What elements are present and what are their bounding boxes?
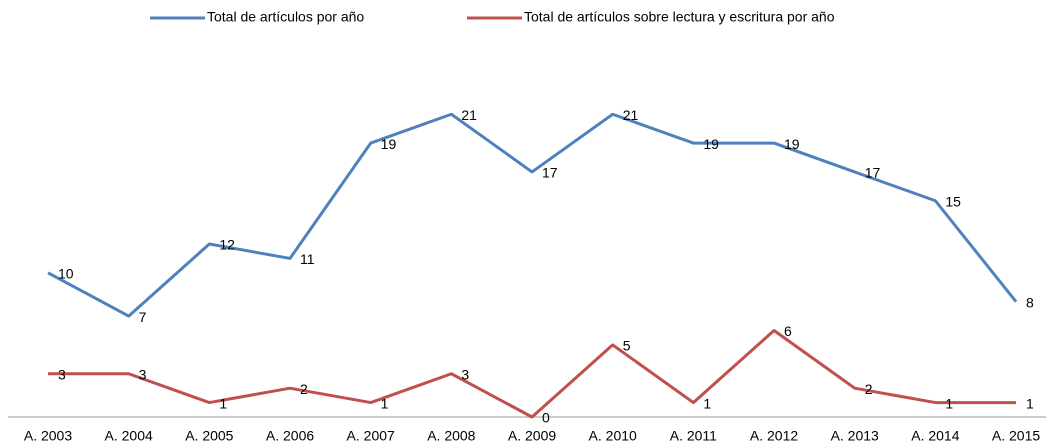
x-tick-label: A. 2009 <box>508 428 556 444</box>
legend-label: Total de artículos sobre lectura y escri… <box>524 9 835 25</box>
data-label: 2 <box>865 381 873 397</box>
data-label: 19 <box>381 136 397 152</box>
data-label: 0 <box>542 410 550 426</box>
data-label: 3 <box>461 366 469 382</box>
data-label: 12 <box>219 237 235 253</box>
data-label: 7 <box>139 309 147 325</box>
x-tick-label: A. 2011 <box>670 428 717 444</box>
x-tick-label: A. 2013 <box>831 428 879 444</box>
data-label: 1 <box>381 395 389 411</box>
x-tick-label: A. 2007 <box>347 428 395 444</box>
x-tick-label: A. 2012 <box>750 428 798 444</box>
data-label: 21 <box>461 107 477 123</box>
x-tick-label: A. 2005 <box>185 428 233 444</box>
data-label: 6 <box>784 323 792 339</box>
legend-label: Total de artículos por año <box>207 9 364 25</box>
data-label: 1 <box>1026 395 1034 411</box>
data-label: 21 <box>623 107 639 123</box>
data-label: 10 <box>58 266 74 282</box>
data-label: 3 <box>58 366 66 382</box>
series-line <box>47 112 1018 318</box>
data-label: 1 <box>703 395 711 411</box>
data-label: 2 <box>300 381 308 397</box>
data-label: 1 <box>945 395 953 411</box>
data-label: 5 <box>623 338 631 354</box>
x-tick-label: A. 2003 <box>24 428 72 444</box>
series-line <box>48 329 1017 419</box>
data-label: 15 <box>945 193 961 209</box>
x-tick-label: A. 2004 <box>105 428 153 444</box>
data-label: 17 <box>542 165 558 181</box>
data-label: 19 <box>703 136 719 152</box>
x-tick-label: A. 2015 <box>992 428 1040 444</box>
data-label: 8 <box>1026 294 1034 310</box>
x-tick-label: A. 2008 <box>427 428 475 444</box>
data-label: 1 <box>219 395 227 411</box>
x-tick-label: A. 2014 <box>911 428 959 444</box>
data-label: 17 <box>865 165 881 181</box>
data-label: 11 <box>300 251 315 267</box>
x-tick-label: A. 2010 <box>589 428 637 444</box>
x-tick-label: A. 2006 <box>266 428 314 444</box>
data-label: 19 <box>784 136 800 152</box>
data-label: 3 <box>139 366 147 382</box>
